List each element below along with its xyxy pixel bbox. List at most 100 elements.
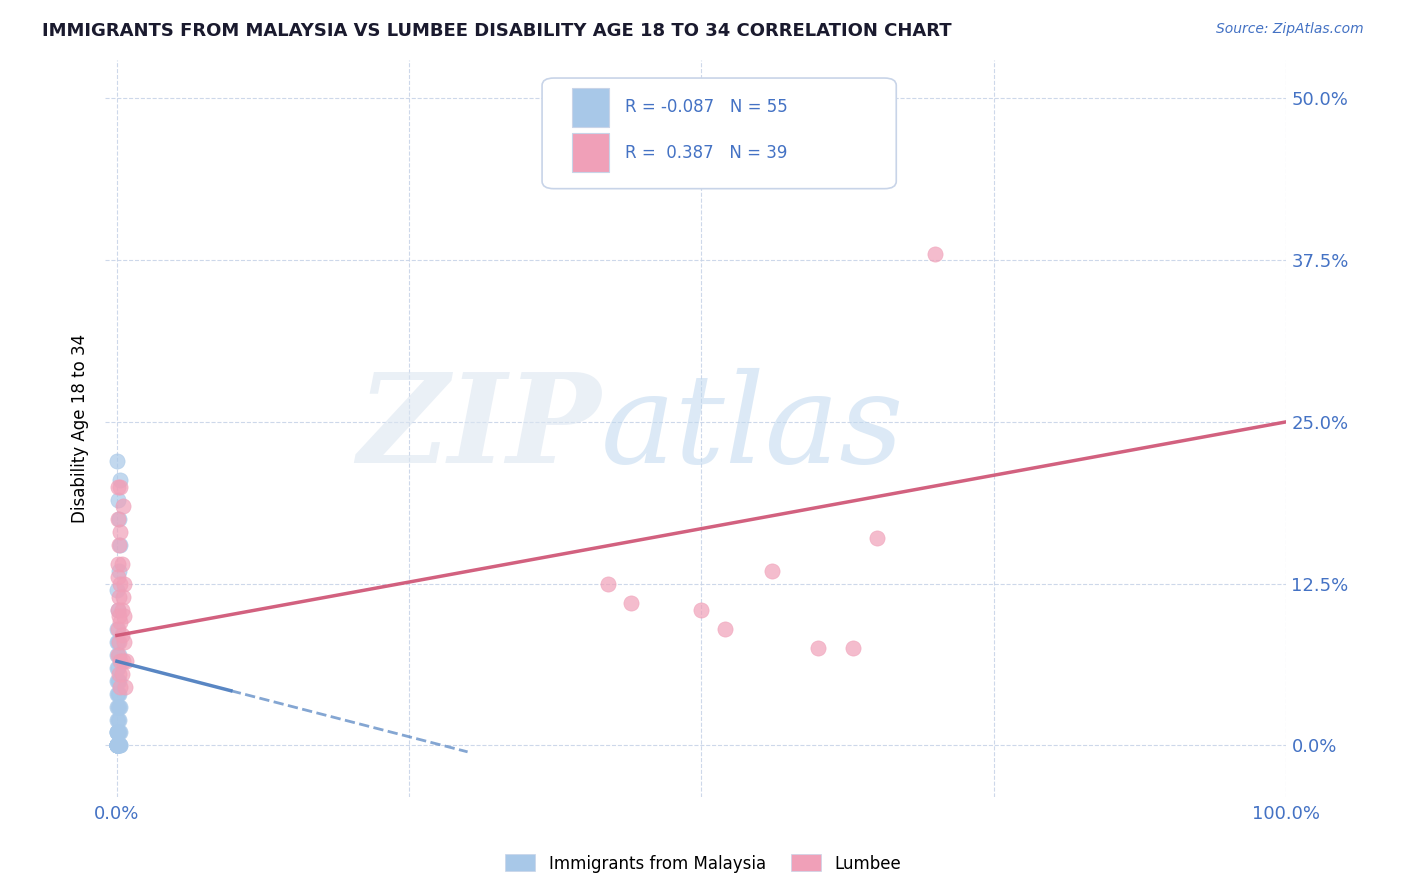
Point xyxy=(107,739,129,753)
Point xyxy=(107,622,129,636)
Point xyxy=(107,687,129,701)
Point xyxy=(105,687,128,701)
Point xyxy=(105,739,128,753)
FancyBboxPatch shape xyxy=(572,88,609,127)
Point xyxy=(924,246,946,260)
Point xyxy=(766,136,789,151)
Point xyxy=(110,628,132,642)
Point xyxy=(107,725,129,739)
Point xyxy=(107,558,129,572)
Point xyxy=(110,524,132,539)
Point xyxy=(105,725,128,739)
Point xyxy=(105,739,128,753)
Point xyxy=(110,576,132,591)
Point xyxy=(114,680,136,694)
Point xyxy=(105,661,128,675)
Point xyxy=(108,739,131,753)
Point xyxy=(105,739,128,753)
Point xyxy=(112,635,135,649)
Point xyxy=(110,538,132,552)
Text: IMMIGRANTS FROM MALAYSIA VS LUMBEE DISABILITY AGE 18 TO 34 CORRELATION CHART: IMMIGRANTS FROM MALAYSIA VS LUMBEE DISAB… xyxy=(42,22,952,40)
Point xyxy=(110,615,132,630)
Point xyxy=(115,654,138,668)
Point xyxy=(108,538,131,552)
Point xyxy=(108,635,131,649)
Point xyxy=(105,454,128,468)
Point xyxy=(108,739,131,753)
Point xyxy=(108,713,131,727)
Point xyxy=(105,739,128,753)
Point xyxy=(110,558,132,572)
Point xyxy=(105,739,128,753)
Point xyxy=(107,673,129,688)
Point xyxy=(107,512,129,526)
Point xyxy=(807,641,830,656)
Point xyxy=(107,661,129,675)
Point xyxy=(111,499,134,513)
Point xyxy=(596,576,619,591)
Point xyxy=(108,648,131,662)
Point xyxy=(866,532,889,546)
Point xyxy=(110,480,132,494)
Point xyxy=(108,609,131,624)
Text: R =  0.387   N = 39: R = 0.387 N = 39 xyxy=(624,144,787,161)
Point xyxy=(108,687,131,701)
Point xyxy=(108,699,131,714)
Point xyxy=(112,609,135,624)
Text: ZIP: ZIP xyxy=(357,368,602,489)
Point xyxy=(110,739,132,753)
Point xyxy=(842,641,865,656)
Point xyxy=(105,725,128,739)
Point xyxy=(105,739,128,753)
Text: R = -0.087   N = 55: R = -0.087 N = 55 xyxy=(624,98,787,117)
Point xyxy=(107,602,129,616)
Point xyxy=(105,622,128,636)
Point xyxy=(105,713,128,727)
Point xyxy=(108,590,131,604)
Point xyxy=(110,667,132,681)
Point xyxy=(107,725,129,739)
Point xyxy=(107,635,129,649)
Point xyxy=(105,739,128,753)
Point xyxy=(105,739,128,753)
Point xyxy=(108,673,131,688)
Point xyxy=(112,576,135,591)
Legend: Immigrants from Malaysia, Lumbee: Immigrants from Malaysia, Lumbee xyxy=(499,847,907,880)
Point xyxy=(108,725,131,739)
Point xyxy=(105,739,128,753)
Point xyxy=(110,680,132,694)
Point xyxy=(111,590,134,604)
Point xyxy=(110,699,132,714)
FancyBboxPatch shape xyxy=(543,78,896,189)
Point xyxy=(110,739,132,753)
Point xyxy=(110,602,132,616)
Point xyxy=(107,648,129,662)
Point xyxy=(105,739,128,753)
Point xyxy=(111,654,134,668)
Point xyxy=(105,699,128,714)
Point xyxy=(107,713,129,727)
Point xyxy=(108,667,131,681)
Point xyxy=(110,725,132,739)
Point xyxy=(105,725,128,739)
Point xyxy=(105,739,128,753)
Point xyxy=(105,673,128,688)
Point xyxy=(107,699,129,714)
Point xyxy=(107,739,129,753)
Point xyxy=(620,596,643,610)
Point xyxy=(105,583,128,598)
Point xyxy=(761,564,783,578)
Point xyxy=(110,473,132,487)
FancyBboxPatch shape xyxy=(572,134,609,171)
Point xyxy=(107,480,129,494)
Point xyxy=(105,739,128,753)
Point xyxy=(713,622,735,636)
Point xyxy=(107,739,129,753)
Point xyxy=(108,512,131,526)
Point xyxy=(107,570,129,584)
Y-axis label: Disability Age 18 to 34: Disability Age 18 to 34 xyxy=(72,334,89,523)
Point xyxy=(105,635,128,649)
Point xyxy=(105,739,128,753)
Point xyxy=(107,602,129,616)
Point xyxy=(105,648,128,662)
